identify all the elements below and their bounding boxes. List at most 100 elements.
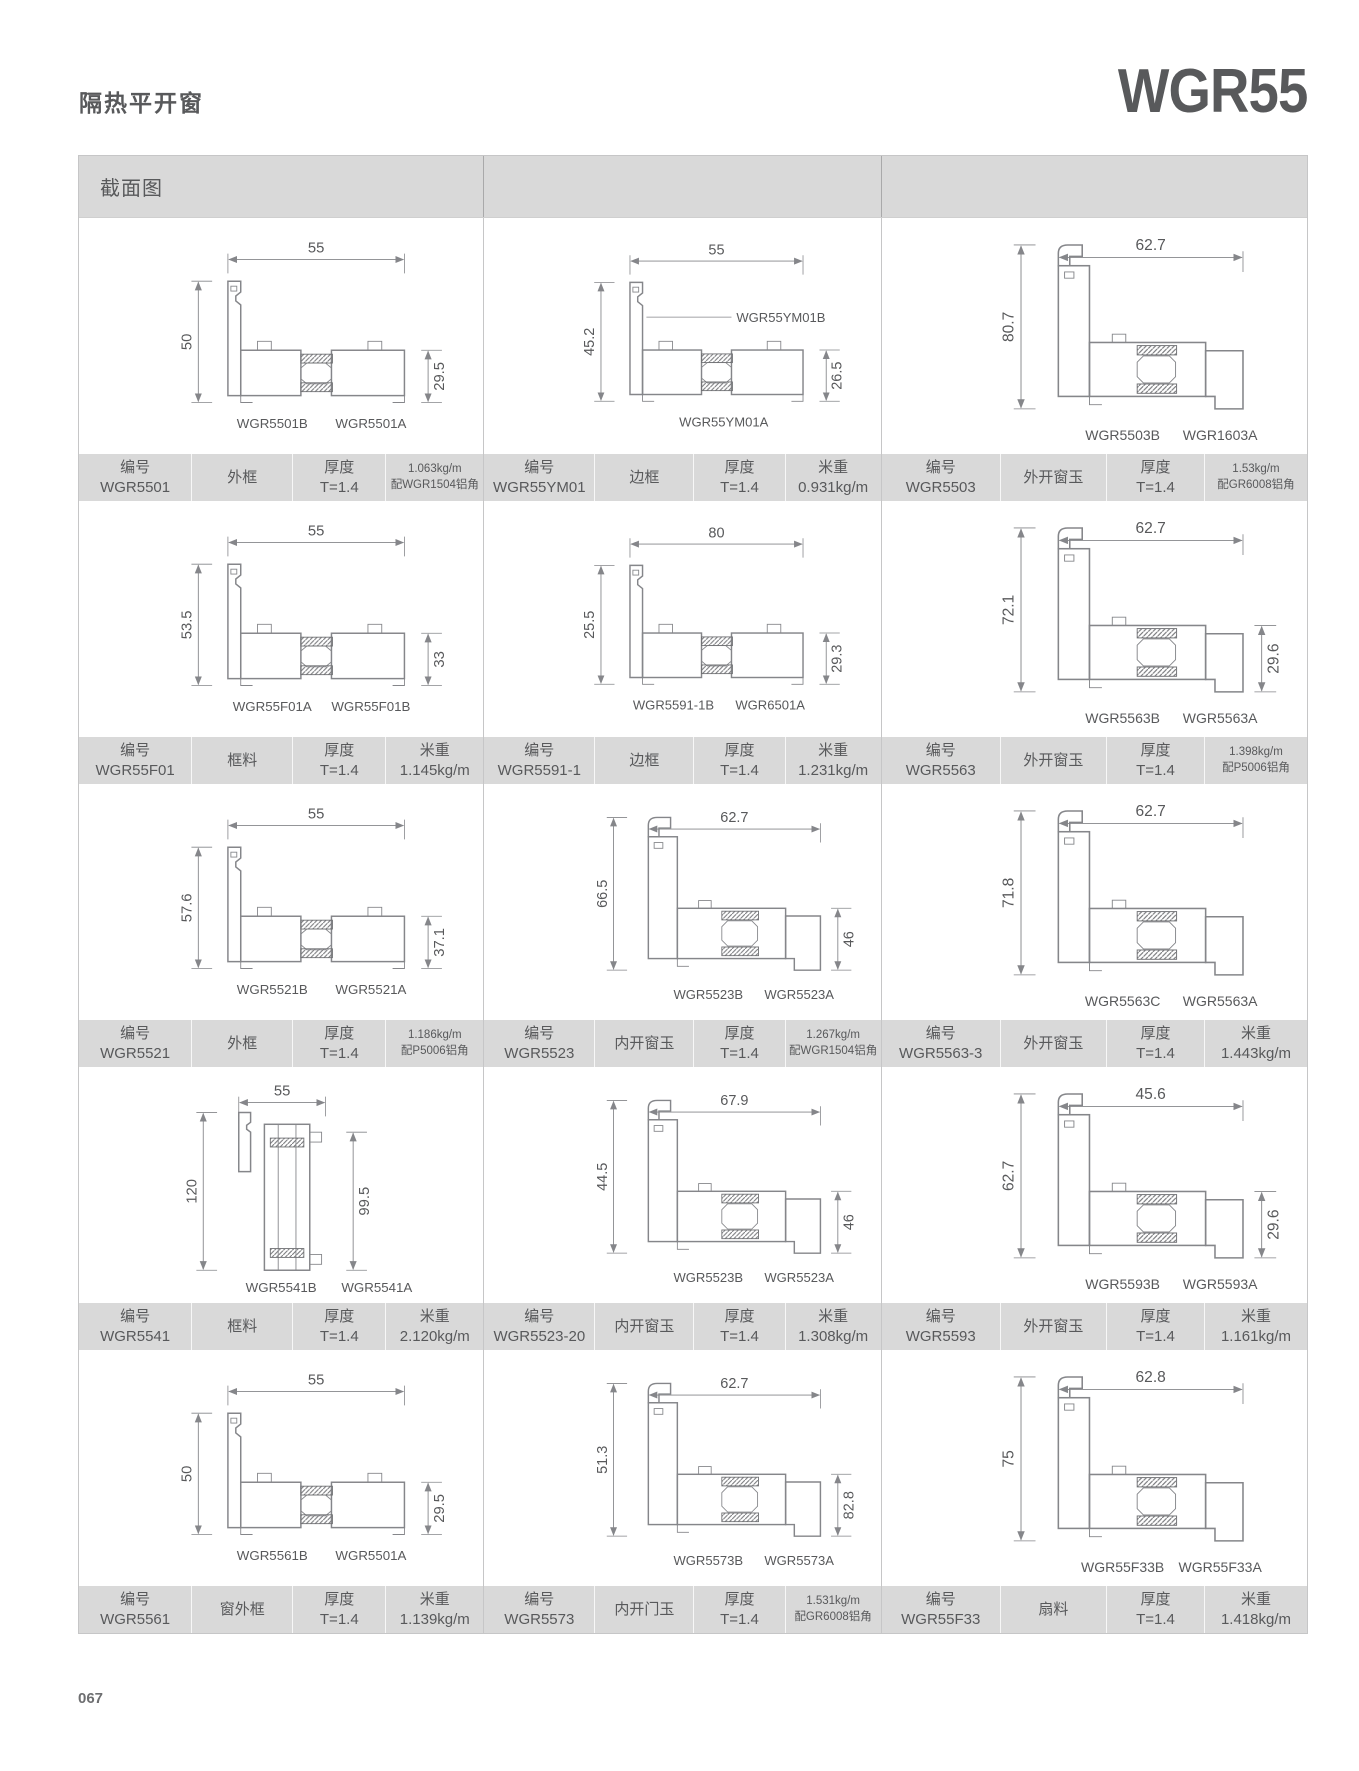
part-code-label: WGR6501A [736,697,806,712]
spec-name-cell: 外开窗玉 [1001,454,1108,501]
header-cell-empty [882,156,1307,217]
spec-weight-cell: 1.53kg/m 配GR6008铝角 [1205,454,1307,501]
spec-weight-value: 1.443kg/m [1220,1044,1291,1062]
spec-name-value: 外框 [227,1034,258,1052]
spec-name-cell: 外开窗玉 [1001,737,1108,784]
spec-weight-header: 米重 [1240,1025,1271,1043]
dimension-value: 33 [432,651,448,667]
spec-code-cell: 编号 WGR55F33 [882,1586,1001,1633]
spec-name-value: 外开窗玉 [1023,468,1084,486]
profile-outline [647,1099,822,1254]
spec-thickness-cell: 厚度 T=1.4 [1107,1020,1205,1067]
spec-weight-value: 1.161kg/m [1220,1327,1291,1345]
spec-code-cell: 编号 WGR5563 [882,737,1001,784]
dimension-value: 55 [274,1084,290,1100]
dimension-value: 62.8 [1135,1369,1165,1386]
spec-thickness-cell: 厚度 T=1.4 [1107,1586,1205,1633]
spec-thickness-value: T=1.4 [1136,1610,1175,1628]
profile-diagram-cell: 55 45.2 26.5 WGR55YM01B WGR55YM01A [484,218,882,462]
part-code-label: WGR55F01B [331,699,410,714]
spec-code-header: 编号 [524,459,555,477]
spec-group: 编号 WGR5563 外开窗玉 厚度 T=1.4 1.398kg/m 配P5006铝角 [881,737,1307,784]
dimension-value: 55 [308,524,324,540]
spec-thickness-value: T=1.4 [319,1044,359,1062]
profile-diagram-cell: 45.6 62.7 29.6 WGR5593B WGR5593A [882,1067,1307,1311]
section-view-header: 截面图 [79,156,485,217]
part-code-label: WGR5501A [335,1548,406,1563]
spec-thickness-value: T=1.4 [319,761,359,779]
dimension-value: 45.2 [583,328,599,356]
dimension-value: 66.5 [595,880,611,908]
spec-code-header: 编号 [120,1591,151,1609]
part-code-label: WGR55F33A [1178,1559,1262,1575]
spec-code-header: 编号 [925,459,956,477]
part-code-label: WGR55YM01B [737,310,826,325]
profile-section-drawing: 45.6 62.7 29.6 WGR5593B WGR5593A [1000,1086,1282,1292]
spec-group: 编号 WGR5561 窗外框 厚度 T=1.4 米重 1.139kg/m [79,1586,485,1633]
spec-name-cell: 扇料 [1001,1586,1108,1633]
profile-outline [1057,1093,1244,1259]
spec-weight-cell: 米重 2.120kg/m [386,1303,483,1350]
profile-diagram-cell: 67.9 44.5 46 WGR5523B WGR5523A [484,1067,882,1311]
spec-thickness-cell: 厚度 T=1.4 [694,454,786,501]
spec-weight-value: 2.120kg/m [399,1327,470,1345]
spec-thickness-header: 厚度 [324,1308,355,1326]
spec-thickness-cell: 厚度 T=1.4 [293,1020,387,1067]
spec-group: 编号 WGR5523-20 内开窗玉 厚度 T=1.4 米重 1.308kg/m [484,1303,882,1350]
spec-group: 编号 WGR5591-1 边框 厚度 T=1.4 米重 1.231kg/m [484,737,882,784]
dimension-value: 44.5 [595,1163,611,1191]
diagram-row: 55 50 29.5 WGR5501B WGR5501A 55 45.2 26.5 WGR55Y… [79,218,1307,462]
spec-code-header: 编号 [524,1025,555,1043]
spec-name-cell: 边框 [595,454,695,501]
part-code-label: WGR5563B [1085,710,1160,726]
spec-thickness-header: 厚度 [1140,1308,1171,1326]
spec-weight-value: 1.145kg/m [399,761,470,779]
dimension-value: 29.6 [1265,1210,1282,1240]
profile-outline [227,846,406,969]
profile-section-drawing: 55 57.6 37.1 WGR5521B WGR5521A [179,807,447,998]
spec-code-cell: 编号 WGR5563-3 [882,1020,1001,1067]
spec-weight-cell: 1.063kg/m 配WGR1504铝角 [386,454,483,501]
dimension-value: 55 [308,241,324,257]
spec-group: 编号 WGR5541 框料 厚度 T=1.4 米重 2.120kg/m [79,1303,485,1350]
spec-thickness-value: T=1.4 [1136,478,1175,496]
spec-thickness-value: T=1.4 [1136,1327,1175,1345]
spec-code-header: 编号 [524,1591,555,1609]
diagram-row: 55 53.5 33 WGR55F01A WGR55F01B 80 25.5 29.3 WGR5… [79,501,1307,745]
spec-weight-header: 米重 [818,742,849,760]
spec-thickness-header: 厚度 [724,1308,755,1326]
spec-thickness-cell: 厚度 T=1.4 [1107,1303,1205,1350]
spec-row: 编号 WGR5521 外框 厚度 T=1.4 1.186kg/m 配P5006铝角 编号 WGR… [79,1020,1307,1067]
profile-section-drawing: 55 120 99.5 WGR5541B WGR5541A [184,1084,412,1295]
spec-group: 编号 WGR5501 外框 厚度 T=1.4 1.063kg/m 配WGR1504铝角 [79,454,485,501]
profile-outline [238,1111,323,1271]
part-code-label: WGR5591-1B [633,697,715,712]
part-code-label: WGR5593B [1085,1276,1160,1292]
profile-outline [227,563,406,686]
spec-name-value: 外框 [227,468,258,486]
spec-code-cell: 编号 WGR55F01 [79,737,193,784]
spec-thickness-header: 厚度 [1140,459,1171,477]
part-code-label: WGR5541A [341,1280,412,1295]
spec-code-header: 编号 [120,742,151,760]
dimension-value: 120 [184,1179,200,1204]
profile-section-drawing: 80 25.5 29.3 WGR5591-1B WGR6501A [583,525,846,712]
dimension-value: 29.5 [432,1494,448,1523]
spec-group: 编号 WGR5563-3 外开窗玉 厚度 T=1.4 米重 1.443kg/m [881,1020,1307,1067]
diagram-row: 55 50 29.5 WGR5561B WGR5501A 62.7 51.3 82.8 WGR5… [79,1350,1307,1594]
spec-code-value: WGR5541 [100,1327,171,1345]
part-code-label: WGR5573B [674,1553,744,1568]
page-title: 隔热平开窗 [79,90,204,116]
dimension-value: 55 [308,807,324,823]
dimension-value: 62.7 [1135,237,1165,254]
profile-outline [1057,244,1244,410]
spec-group: 编号 WGR5503 外开窗玉 厚度 T=1.4 1.53kg/m 配GR6008铝角 [881,454,1307,501]
spec-thickness-value: T=1.4 [720,1044,759,1062]
spec-group: 编号 WGR5523 内开窗玉 厚度 T=1.4 1.267kg/m 配WGR1504铝角 [484,1020,882,1067]
profile-diagram-cell: 55 50 29.5 WGR5561B WGR5501A [79,1350,485,1594]
profile-diagram-cell: 55 120 99.5 WGR5541B WGR5541A [79,1067,485,1311]
profile-diagram-cell: 62.8 75 WGR55F33B WGR55F33A [882,1350,1307,1594]
spec-name-cell: 内开窗玉 [595,1303,695,1350]
part-code-label: WGR5521A [335,982,406,997]
spec-name-value: 内开窗玉 [614,1034,675,1052]
